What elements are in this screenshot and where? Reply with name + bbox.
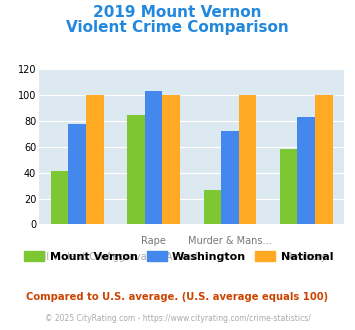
Text: Compared to U.S. average. (U.S. average equals 100): Compared to U.S. average. (U.S. average … [26, 292, 329, 302]
Text: Aggravated Assault: Aggravated Assault [106, 252, 201, 262]
Bar [239, 95, 256, 224]
Bar [69, 124, 86, 224]
Bar [127, 115, 145, 224]
Bar [297, 117, 315, 224]
Text: Murder & Mans...: Murder & Mans... [188, 236, 272, 246]
Text: © 2025 CityRating.com - https://www.cityrating.com/crime-statistics/: © 2025 CityRating.com - https://www.city… [45, 314, 310, 323]
Text: Violent Crime Comparison: Violent Crime Comparison [66, 20, 289, 35]
Bar [221, 131, 239, 224]
Text: 2019 Mount Vernon: 2019 Mount Vernon [93, 5, 262, 20]
Text: Rape: Rape [141, 236, 166, 246]
Bar [203, 189, 221, 224]
Text: Robbery: Robbery [286, 252, 327, 262]
Bar [145, 91, 162, 224]
Bar [86, 95, 104, 224]
Text: All Violent Crime: All Violent Crime [37, 252, 118, 262]
Legend: Mount Vernon, Washington, National: Mount Vernon, Washington, National [20, 247, 338, 267]
Bar [162, 95, 180, 224]
Bar [280, 149, 297, 224]
Bar [315, 95, 333, 224]
Bar [51, 171, 69, 224]
